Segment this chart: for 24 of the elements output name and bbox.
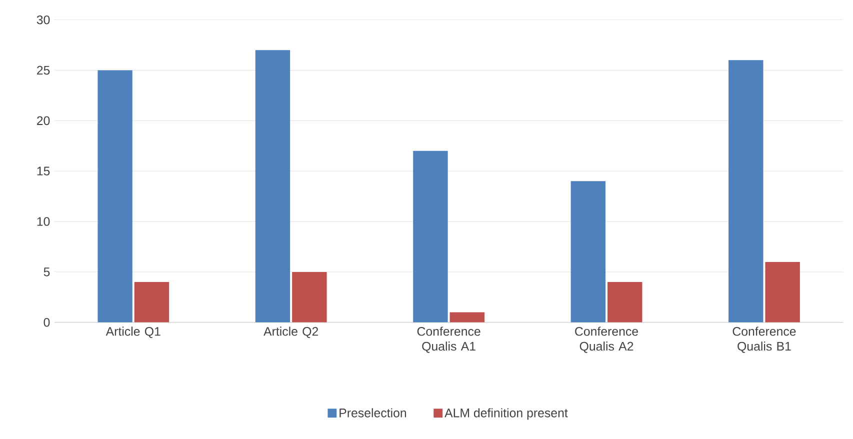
bar <box>608 282 642 322</box>
x-tick-label: Article Q2 <box>264 326 318 338</box>
y-tick-label: 15 <box>37 166 50 176</box>
bar <box>413 150 448 322</box>
bar <box>98 70 132 322</box>
legend-label: Preselection <box>340 408 406 418</box>
bar <box>292 272 327 322</box>
y-tick-label: 10 <box>37 216 50 226</box>
x-tick-label: Conference Qualis A1 <box>417 326 480 353</box>
x-tick-label: Conference Qualis B1 <box>732 326 796 353</box>
x-tick-label: Article Q1 <box>106 326 160 338</box>
x-tick-label: Conference Qualis A2 <box>575 326 638 353</box>
bar <box>450 312 485 322</box>
y-tick-label: 30 <box>36 15 50 24</box>
y-tick-label: 5 <box>44 267 50 276</box>
y-tick-label: 25 <box>37 66 50 74</box>
bar <box>765 262 800 322</box>
y-tick-label: 0 <box>44 318 50 327</box>
legend-label: ALM definition present <box>444 408 568 420</box>
y-tick-label: 20 <box>37 116 50 125</box>
bar <box>570 180 606 322</box>
bar <box>255 50 290 322</box>
bar <box>134 282 170 322</box>
bar <box>728 60 764 322</box>
